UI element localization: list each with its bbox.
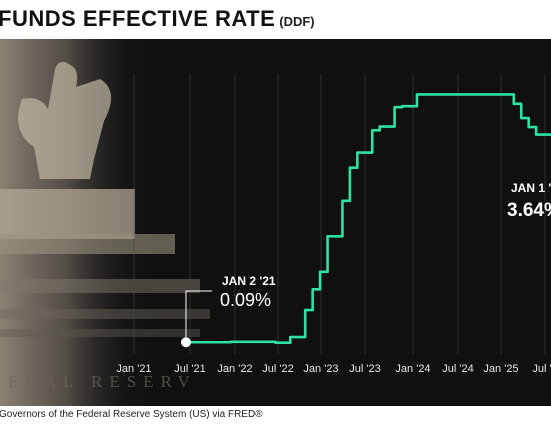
x-tick-label: Jul '23 — [349, 363, 380, 375]
chart-title: FUNDS EFFECTIVE RATE (DDF) — [0, 6, 315, 34]
x-tick-label: Jan '21 — [116, 363, 151, 375]
annotation-end-value: 3.64% — [507, 200, 551, 221]
annotations: JAN 2 '21 0.09% JAN 1 '2 3.64% — [181, 181, 551, 348]
eagle-icon — [18, 61, 112, 179]
x-tick-label: Jan '24 — [395, 363, 430, 375]
x-tick-label: Jan '25 — [483, 363, 518, 375]
source-note: Governors of the Federal Reserve System … — [0, 409, 263, 420]
chart-title-main: FUNDS EFFECTIVE RATE — [0, 6, 276, 31]
federal-reserve-building-image: ERAL RESERV — [0, 39, 300, 406]
x-axis: Jan '21 Jul '21 Jan '22 Jul '22 Jan '23 Jul '… — [116, 363, 551, 375]
x-tick-label: Jul '2 — [532, 363, 551, 375]
annotation-leader — [185, 290, 212, 343]
x-tick-label: Jul '21 — [174, 363, 205, 375]
x-tick-label: Jan '22 — [217, 363, 252, 375]
x-tick-label: Jul '22 — [262, 363, 293, 375]
annotation-start-dot — [181, 337, 191, 348]
chart-panel: ERAL RESERV Jan '21 Jul '21 Jan '22 Jul '22… — [0, 39, 551, 406]
grid-lines — [133, 74, 546, 354]
series-line — [186, 93, 551, 345]
x-tick-label: Jan '23 — [303, 363, 338, 375]
annotation-start-date: JAN 2 '21 — [222, 274, 276, 288]
svg-text:ERAL RESERV: ERAL RESERV — [8, 372, 197, 391]
annotation-start-value: 0.09% — [220, 290, 271, 310]
annotation-end-date: JAN 1 '2 — [511, 181, 551, 195]
series-code: (DDF) — [279, 14, 315, 29]
x-tick-label: Jul '24 — [442, 363, 473, 375]
